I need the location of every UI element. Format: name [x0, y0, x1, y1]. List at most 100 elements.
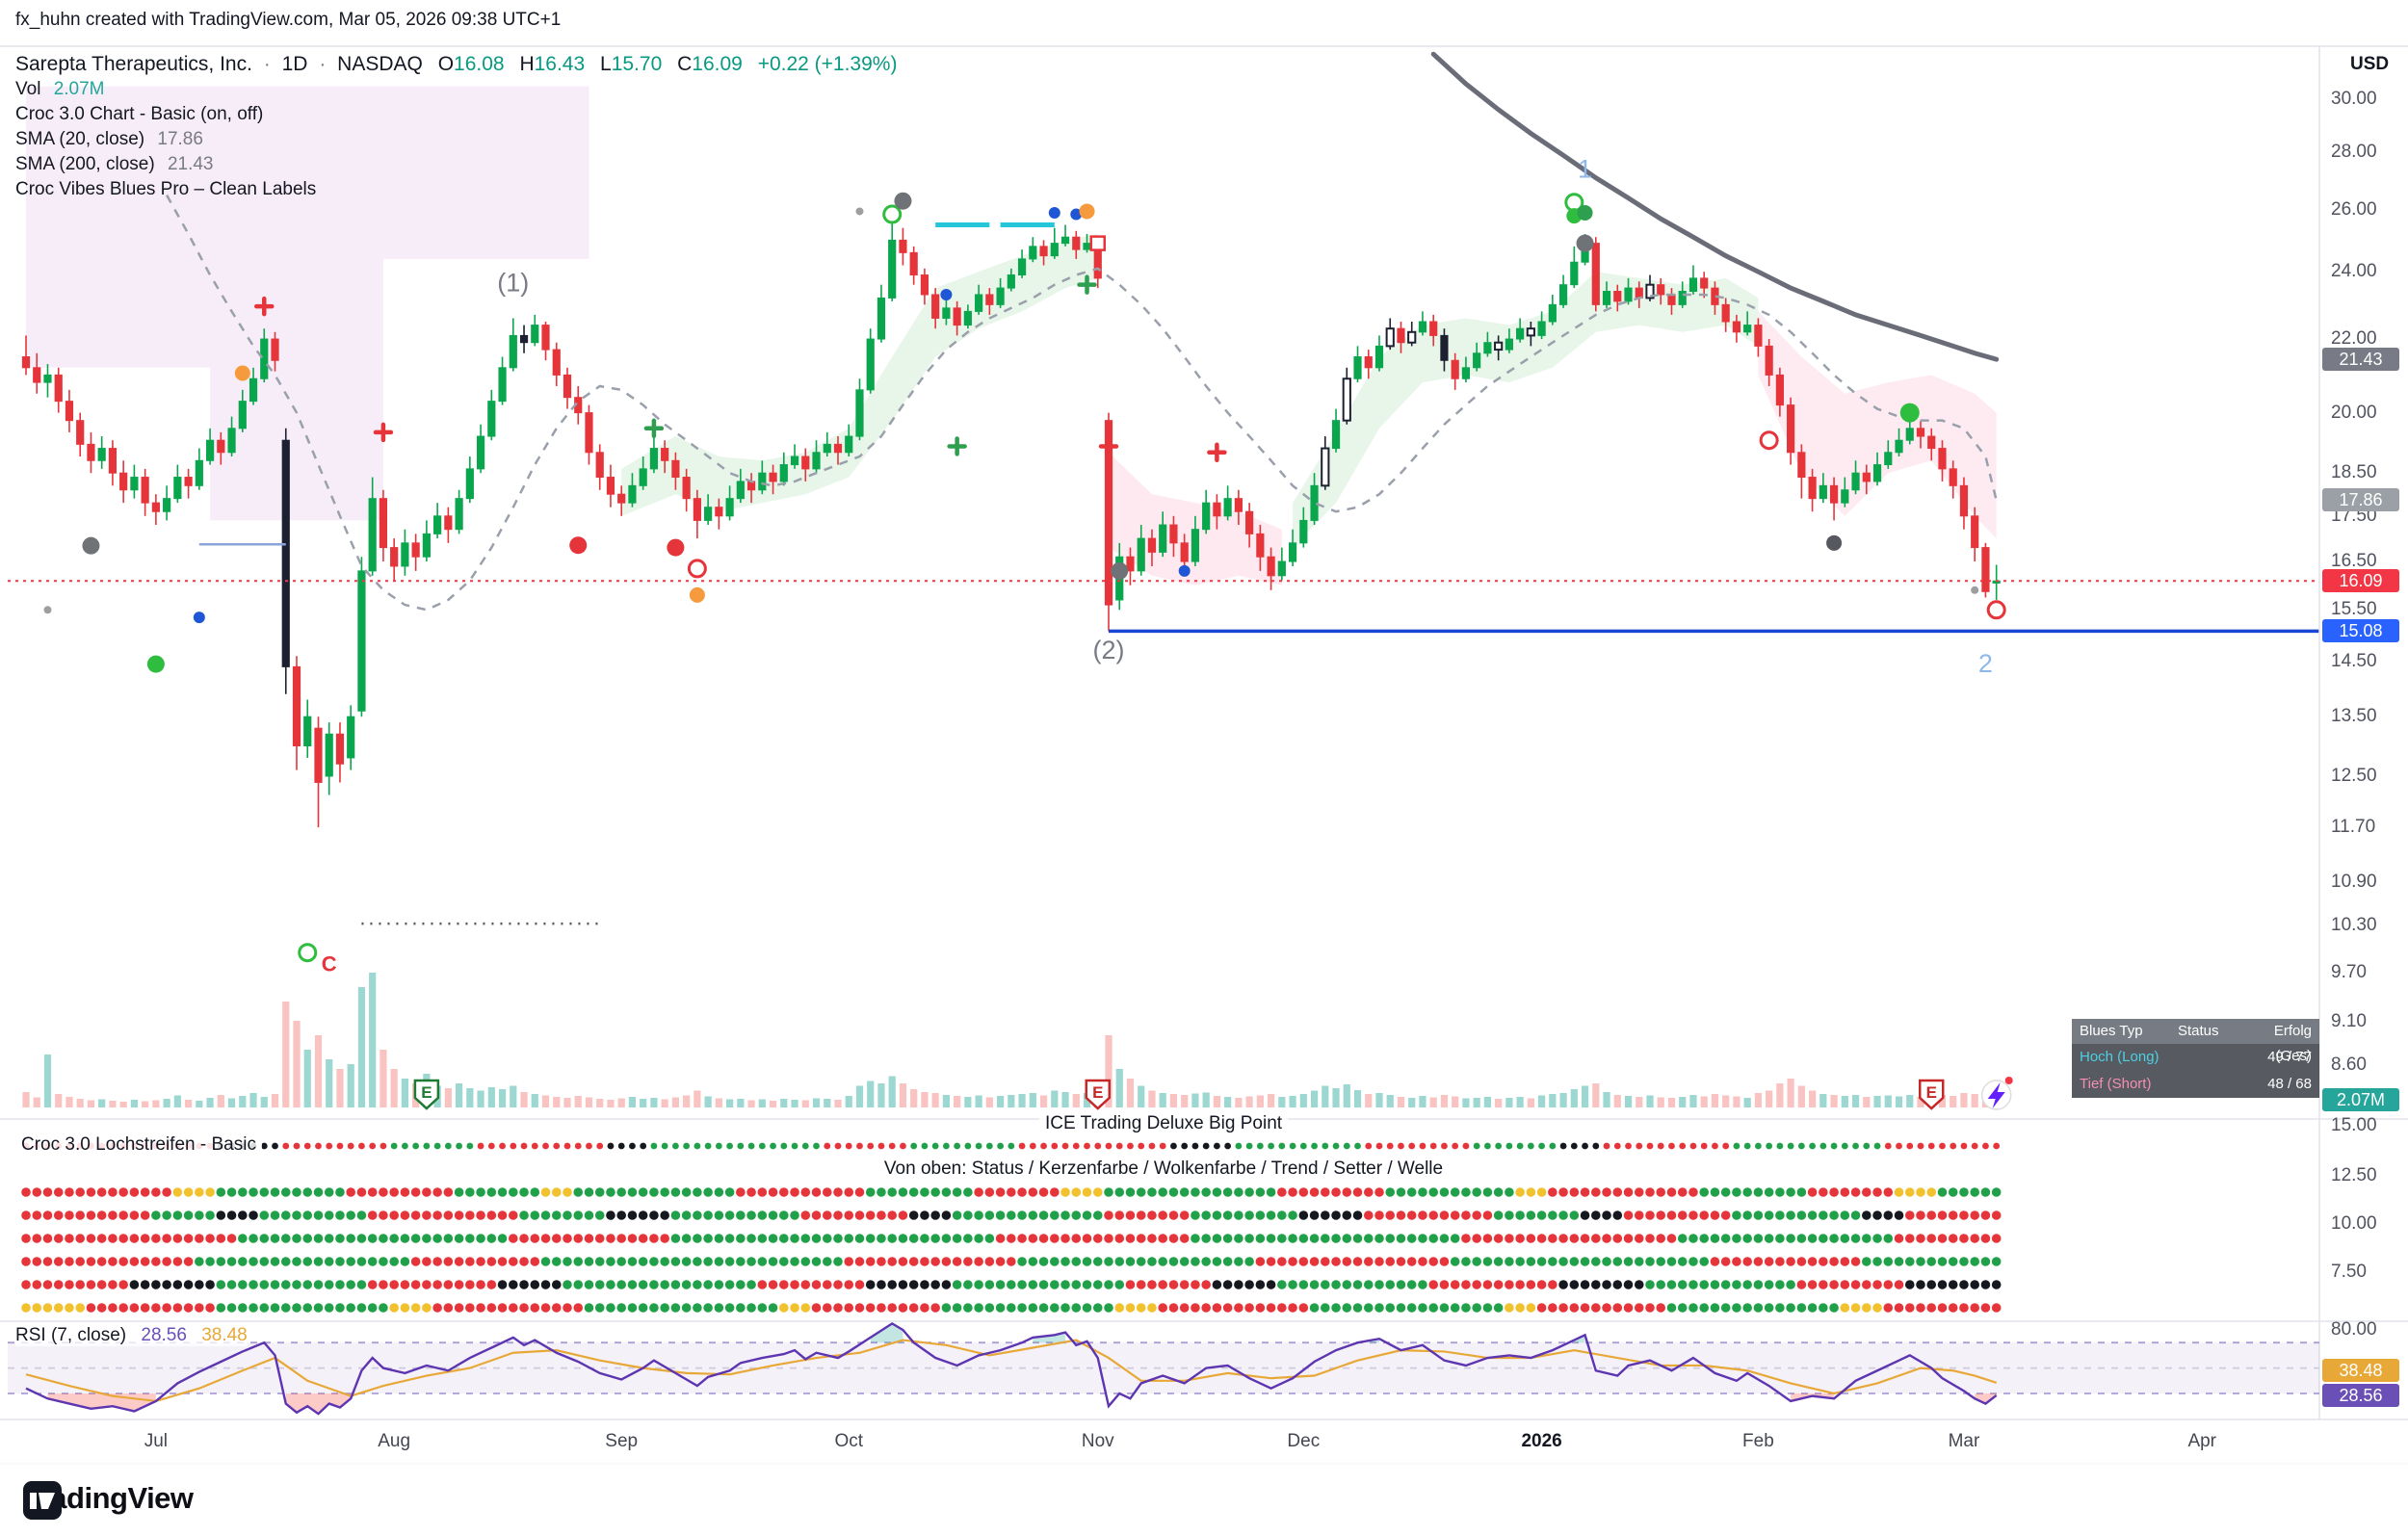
time-axis-label: 2026 [1521, 1431, 1562, 1451]
axis-price-badge: 38.48 [2322, 1359, 2399, 1382]
time-axis-label: Sep [605, 1431, 639, 1451]
blues-stats-table: Blues Typ Status Erfolg (Ges) Hoch (Long… [2072, 1019, 2319, 1098]
axis-tick-label: 10.90 [2331, 871, 2377, 892]
axis-price-badge: 15.08 [2322, 619, 2399, 643]
axis-tick-label: 16.50 [2331, 551, 2377, 572]
axis-price-badge: 28.56 [2322, 1384, 2399, 1407]
rsi-label: RSI (7, close) [15, 1325, 127, 1345]
axis-tick-label: 13.50 [2331, 706, 2377, 727]
svg-text:E: E [1926, 1083, 1937, 1102]
horizontal-lines-layer [8, 543, 2319, 925]
tradingview-logo[interactable]: TradingView [23, 1481, 194, 1520]
alert-lightning-icon[interactable] [1980, 1077, 2013, 1110]
axis-price-badge: 16.09 [2322, 569, 2399, 593]
vol-label: Vol [15, 79, 41, 99]
time-axis-label: Dec [1287, 1431, 1321, 1451]
blues-table-header: Blues Typ Status Erfolg (Ges) [2072, 1019, 2319, 1064]
exchange-label: NASDAQ [337, 53, 423, 75]
lochstreifen-pane-label[interactable]: Croc 3.0 Lochstreifen - Basic [15, 1134, 262, 1156]
blues-row-short: Tief (Short) 48 / 68 [2072, 1071, 2319, 1098]
blues-long-name: Hoch (Long) [2080, 1049, 2159, 1065]
rsi-legend[interactable]: RSI (7, close) 28.56 38.48 [15, 1325, 248, 1346]
rsi-value: 28.56 [141, 1325, 187, 1345]
interval-label[interactable]: 1D [281, 53, 308, 75]
dot-matrix-rows [21, 1187, 2002, 1313]
legend-separator: · [263, 53, 271, 75]
blues-short-name: Tief (Short) [2080, 1076, 2152, 1092]
axis-tick-label: 22.00 [2331, 328, 2377, 350]
indicator-sma20[interactable]: SMA (20, close) 17.86 [15, 127, 897, 152]
rsi-pane-layer [8, 1321, 2319, 1416]
dot-row-trend [21, 1257, 2002, 1266]
wave-label: (1) [497, 269, 529, 298]
blues-long-score: 49 / 77 [2267, 1049, 2312, 1065]
dot-row-setter [21, 1280, 2002, 1289]
time-axis-label: Mar [1948, 1431, 1980, 1451]
tradingview-logo-icon [23, 1481, 62, 1520]
axis-tick-label: 15.00 [2331, 1115, 2377, 1135]
axis-tick-label: 7.50 [2331, 1262, 2367, 1282]
axis-tick-label: 30.00 [2331, 89, 2377, 109]
blues-col-typ: Blues Typ [2080, 1023, 2143, 1039]
indicator-sma200[interactable]: SMA (200, close) 21.43 [15, 152, 897, 177]
lochstreifen-dot-row [22, 1142, 2001, 1150]
candles-layer [21, 221, 2001, 828]
moving-averages-layer [166, 51, 2000, 612]
earnings-icon [1085, 1079, 1112, 1110]
earnings-icon [1918, 1079, 1945, 1110]
blues-col-erfolg: Erfolg (Ges) [2273, 1023, 2312, 1064]
indicator-croc-blues[interactable]: Croc Vibes Blues Pro – Clean Labels [15, 179, 317, 199]
axis-tick-label: 10.00 [2331, 1213, 2377, 1234]
axis-tick-label: 24.00 [2331, 261, 2377, 282]
wave-label: 1 [1578, 155, 1592, 184]
axis-tick-label: 10.30 [2331, 915, 2377, 936]
svg-text:C: C [322, 951, 337, 976]
change-value: +0.22 (+1.39%) [757, 53, 898, 75]
close-label: C [677, 53, 693, 75]
axis-price-badge: 21.43 [2322, 348, 2399, 372]
sma20-value: 17.86 [157, 129, 203, 149]
symbol-name[interactable]: Sarepta Therapeutics, Inc. [15, 53, 252, 75]
sma200-label: SMA (200, close) [15, 154, 155, 174]
low-label: L [600, 53, 612, 75]
time-axis-label: Oct [834, 1431, 864, 1451]
currency-axis-label[interactable]: USD [2350, 54, 2390, 74]
axis-tick-label: 26.00 [2331, 198, 2377, 220]
blues-col-status: Status [2178, 1023, 2219, 1039]
axis-tick-label: 20.00 [2331, 402, 2377, 423]
volume-legend-row[interactable]: Vol 2.07M [15, 77, 897, 102]
axis-tick-label: 28.00 [2331, 142, 2377, 163]
wave-labels-layer: (1) (2) 1 2 [497, 155, 1993, 678]
wave-label: 2 [1978, 649, 1993, 678]
dot-row-welle [21, 1303, 2002, 1313]
axis-tick-label: 12.50 [2331, 1165, 2377, 1185]
symbol-legend-row[interactable]: Sarepta Therapeutics, Inc. · 1D · NASDAQ… [15, 52, 897, 77]
axis-tick-label: 9.70 [2331, 961, 2367, 982]
low-value: 15.70 [611, 53, 663, 75]
volume-bars-layer [22, 973, 2001, 1107]
blues-short-score: 48 / 68 [2267, 1076, 2312, 1092]
wave-label: (2) [1093, 636, 1125, 664]
ice-pane-label[interactable]: ICE Trading Deluxe Big Point [1038, 1113, 1289, 1134]
open-value: 16.08 [454, 53, 505, 75]
time-axis-label: Apr [2187, 1431, 2217, 1451]
svg-text:E: E [421, 1083, 432, 1102]
axis-tick-label: 80.00 [2331, 1319, 2377, 1340]
sma20-label: SMA (20, close) [15, 129, 145, 149]
axis-tick-label: 14.50 [2331, 650, 2377, 671]
axis-tick-label: 8.60 [2331, 1054, 2367, 1076]
earnings-icon [413, 1079, 440, 1110]
axis-tick-label: 9.10 [2331, 1010, 2367, 1031]
von-oben-pane-label[interactable]: Von oben: Status / Kerzenfarbe / Wolkenf… [877, 1159, 1450, 1180]
axis-tick-label: 15.50 [2331, 599, 2377, 620]
pane-separators [0, 45, 2408, 1465]
time-axis-label: Aug [378, 1431, 411, 1451]
indicator-croc-chart[interactable]: Croc 3.0 Chart - Basic (on, off) [15, 104, 264, 124]
time-axis-label: Nov [1081, 1431, 1114, 1451]
axis-price-badge: 2.07M [2322, 1088, 2399, 1111]
svg-text:E: E [1092, 1083, 1103, 1102]
close-value: 16.09 [692, 53, 743, 75]
